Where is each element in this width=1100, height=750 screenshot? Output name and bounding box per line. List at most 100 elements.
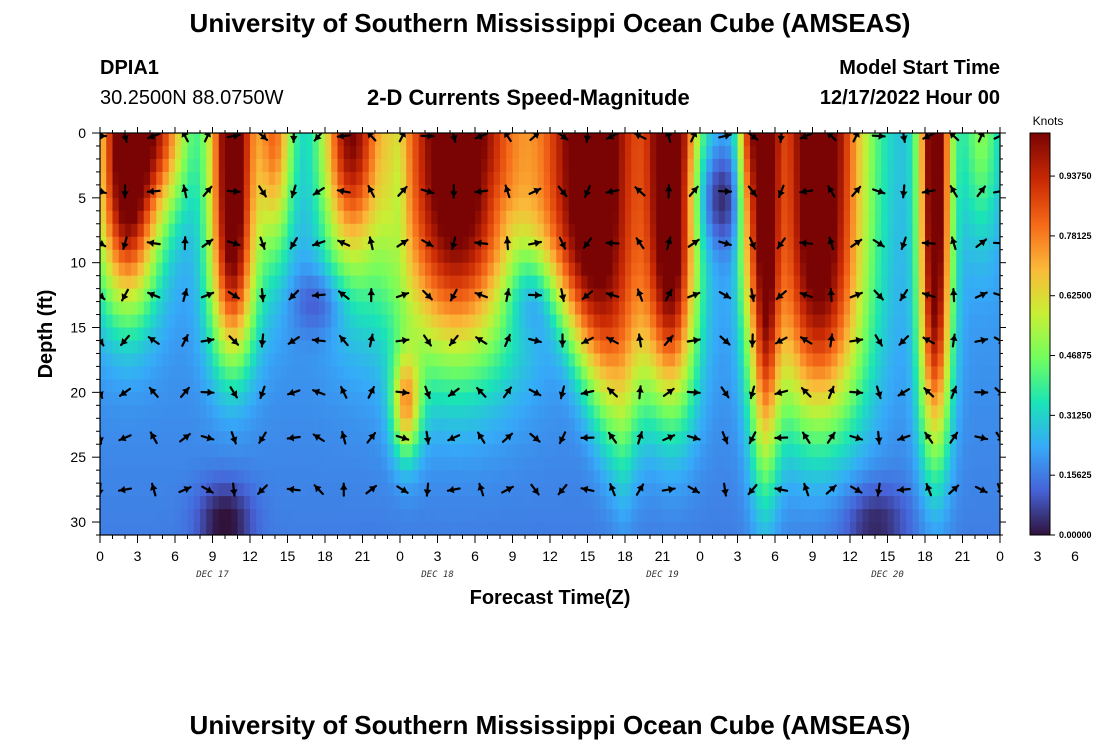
heatmap-cell [225, 431, 232, 445]
heatmap-cell [975, 457, 982, 471]
heatmap-cell [406, 366, 413, 380]
heatmap-cell [525, 301, 532, 315]
heatmap-cell [850, 405, 857, 419]
heatmap-cell [131, 379, 138, 393]
heatmap-cell [362, 483, 370, 497]
heatmap-cell [193, 275, 201, 290]
heatmap-cell [300, 483, 307, 497]
heatmap-cell [912, 496, 920, 510]
heatmap-cell [200, 158, 207, 173]
current-arrow [636, 430, 644, 445]
heatmap-cell [950, 379, 957, 393]
heatmap-cell [481, 444, 488, 458]
heatmap-cell [787, 197, 795, 212]
heatmap-cell [193, 133, 201, 147]
heatmap-cell [643, 262, 651, 277]
heatmap-cell [287, 158, 295, 173]
heatmap-cell [412, 379, 420, 393]
heatmap-cell [437, 340, 445, 354]
heatmap-cell [681, 444, 688, 458]
current-arrow [580, 485, 595, 494]
heatmap-cell [225, 379, 232, 393]
heatmap-cell [268, 223, 276, 238]
heatmap-cell [850, 171, 857, 186]
heatmap-cell [937, 483, 945, 497]
heatmap-cell [375, 483, 382, 497]
heatmap-cell [981, 509, 988, 523]
heatmap-cell [362, 522, 370, 535]
heatmap-cell [312, 301, 320, 315]
current-arrow [827, 236, 835, 251]
heatmap-cell [662, 314, 670, 328]
heatmap-cell [281, 327, 288, 341]
heatmap-cell [893, 431, 901, 445]
heatmap-cell [112, 249, 120, 264]
current-arrow [200, 388, 215, 397]
heatmap-cell [450, 366, 457, 380]
heatmap-cell [756, 470, 763, 484]
heatmap-cell [856, 223, 863, 238]
heatmap-cell [512, 379, 520, 393]
heatmap-cell [331, 288, 338, 302]
heatmap-cell [618, 418, 626, 432]
heatmap-cell [825, 197, 832, 212]
heatmap-cell [775, 522, 782, 535]
heatmap-cell [731, 223, 738, 238]
heatmap-cell [737, 210, 745, 225]
heatmap-cell [531, 444, 538, 458]
heatmap-cell [437, 288, 445, 302]
heatmap-cell [643, 158, 651, 173]
heatmap-cell [825, 288, 832, 302]
heatmap-cell [425, 522, 432, 535]
heatmap-cell [350, 145, 357, 160]
heatmap-cell [343, 236, 351, 251]
heatmap-cell [818, 275, 826, 290]
heatmap-cell [581, 145, 588, 160]
heatmap-cell [643, 133, 651, 147]
heatmap-cell [925, 509, 932, 523]
heatmap-cell [718, 496, 726, 510]
heatmap-cell [937, 340, 945, 354]
heatmap-cell [893, 236, 901, 251]
heatmap-cell [250, 431, 257, 445]
current-arrow [609, 483, 616, 497]
heatmap-cell [368, 496, 376, 510]
heatmap-cell [975, 158, 982, 173]
heatmap-cell [812, 327, 820, 341]
heatmap-cell [212, 509, 220, 523]
heatmap-cell [487, 236, 495, 251]
heatmap-cell [537, 262, 545, 277]
heatmap-cell [281, 301, 288, 315]
heatmap-cell [487, 327, 495, 341]
heatmap-cell [312, 509, 320, 523]
heatmap-cell [512, 249, 520, 264]
heatmap-cell [500, 236, 507, 251]
current-arrow [121, 133, 129, 143]
heatmap-cell [443, 418, 451, 432]
heatmap-cell [793, 171, 801, 186]
heatmap-cell [412, 418, 420, 432]
heatmap-cell [418, 392, 426, 406]
heatmap-cell [493, 379, 501, 393]
heatmap-cell [275, 457, 282, 471]
heatmap-cell [100, 379, 107, 393]
heatmap-cell [243, 353, 251, 367]
heatmap-cell [450, 522, 457, 535]
heatmap-cell [731, 314, 738, 328]
heatmap-cell [975, 314, 982, 328]
heatmap-cell [456, 366, 463, 380]
heatmap-cell [831, 353, 838, 367]
heatmap-cell [912, 353, 920, 367]
heatmap-cell [793, 223, 801, 238]
heatmap-cell [843, 236, 851, 251]
heatmap-cell [906, 340, 913, 354]
heatmap-cell [125, 275, 132, 290]
heatmap-cell [587, 509, 595, 523]
heatmap-cell [206, 392, 213, 406]
heatmap-cell [606, 470, 613, 484]
current-arrow [202, 185, 213, 197]
heatmap-cell [500, 223, 507, 238]
heatmap-cell [200, 353, 207, 367]
heatmap-cell [237, 392, 245, 406]
heatmap-cell [581, 379, 588, 393]
